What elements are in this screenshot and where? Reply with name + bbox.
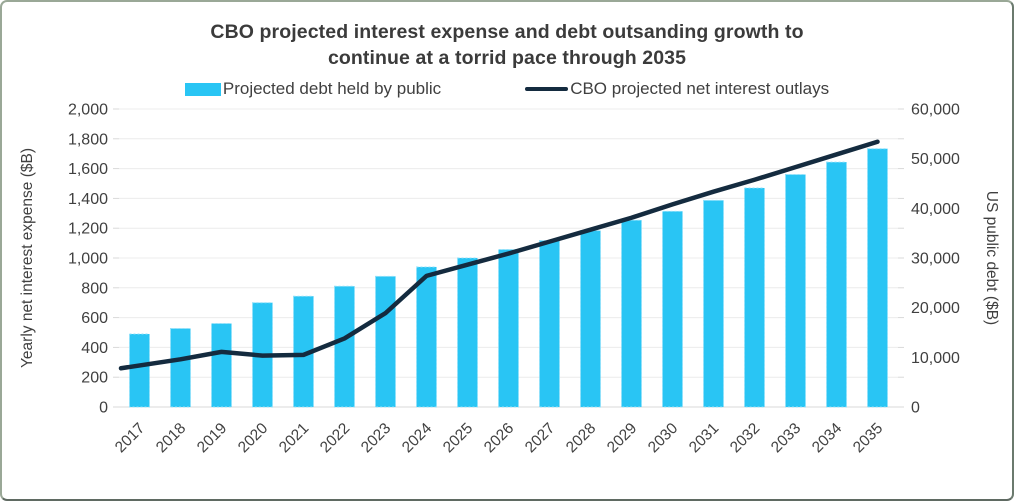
- y-right-tick-label: 0: [911, 400, 920, 417]
- x-tick-label: 2026: [481, 420, 517, 456]
- x-tick-label: 2024: [399, 420, 436, 457]
- y-left-tick-label: 1,600: [68, 161, 108, 178]
- bar-2021: [293, 295, 314, 408]
- bar-2029: [621, 219, 642, 408]
- x-tick-label: 2017: [112, 420, 148, 456]
- legend-label-interest: CBO projected net interest outlays: [570, 79, 830, 98]
- y-left-tick-label: 2,000: [68, 102, 108, 119]
- bar-2032: [744, 187, 765, 408]
- bar-2030: [662, 210, 683, 408]
- bar-2028: [580, 230, 601, 408]
- x-tick-label: 2031: [686, 420, 722, 456]
- y-right-tick-label: 20,000: [911, 300, 960, 317]
- x-tick-label: 2020: [235, 420, 272, 457]
- chart-title: CBO projected interest expense and debt …: [2, 19, 1012, 71]
- bar-2031: [703, 199, 724, 408]
- bar-series-group: [129, 148, 888, 408]
- x-tick-label: 2018: [153, 420, 189, 456]
- legend-item-debt-bars: Projected debt held by public: [184, 79, 442, 99]
- bar-2035: [867, 148, 888, 408]
- x-tick-label: 2023: [358, 420, 394, 456]
- y-right-tick-label: 30,000: [911, 251, 960, 268]
- y-right-tick-label: 10,000: [911, 350, 960, 367]
- bar-2026: [498, 249, 519, 408]
- bar-2023: [375, 275, 396, 408]
- line-series-group: [118, 139, 880, 371]
- bar-2017: [129, 333, 150, 408]
- line-series-swatch-icon: [525, 86, 569, 92]
- y-left-tick-label: 600: [81, 310, 108, 327]
- legend-item-interest-line: CBO projected net interest outlays: [525, 79, 829, 99]
- x-tick-label: 2030: [645, 420, 682, 457]
- bar-series-swatch-icon: [184, 82, 221, 96]
- y-right-tick-label: 60,000: [911, 102, 960, 119]
- y-right-tick-label: 40,000: [911, 201, 960, 218]
- x-tick-label: 2032: [727, 420, 763, 456]
- x-tick-label: 2022: [317, 420, 353, 456]
- chart-title-line-2: continue at a torrid pace through 2035: [327, 47, 687, 69]
- x-tick-label: 2028: [563, 420, 599, 456]
- x-tick-label: 2029: [604, 420, 640, 456]
- chart-title-line-1: CBO projected interest expense and debt …: [210, 21, 804, 43]
- y-left-tick-label: 0: [99, 400, 108, 417]
- x-tick-label: 2027: [522, 420, 558, 456]
- bar-2034: [826, 161, 847, 408]
- left-axis-title: Yearly net interest expense ($B): [19, 148, 36, 368]
- y-left-tick-label: 1,200: [68, 221, 108, 238]
- bar-2019: [211, 323, 232, 408]
- bar-2025: [457, 257, 478, 408]
- bar-2033: [785, 174, 806, 408]
- y-left-tick-label: 400: [81, 340, 108, 357]
- right-axis-title: US public debt ($B): [983, 191, 1000, 325]
- y-left-tick-label: 1,400: [68, 191, 108, 208]
- y-left-tick-label: 1,000: [68, 251, 108, 268]
- bar-2018: [170, 328, 191, 408]
- x-tick-label: 2021: [276, 420, 312, 456]
- x-tick-label: 2019: [194, 420, 230, 456]
- x-tick-label: 2025: [440, 420, 476, 456]
- x-tick-label: 2034: [809, 420, 846, 457]
- y-left-tick-label: 200: [81, 370, 108, 387]
- chart-legend: Projected debt held by public CBO projec…: [2, 79, 1012, 99]
- legend-label-debt: Projected debt held by public: [222, 79, 442, 98]
- y-right-tick-label: 50,000: [911, 151, 960, 168]
- bar-2022: [334, 285, 355, 408]
- bar-2027: [539, 240, 560, 408]
- y-left-tick-label: 1,800: [68, 131, 108, 148]
- bar-2024: [416, 266, 437, 408]
- net-interest-line: [118, 139, 880, 371]
- y-left-tick-label: 800: [81, 280, 108, 297]
- x-tick-label: 2035: [850, 420, 886, 456]
- x-tick-label: 2033: [768, 420, 804, 456]
